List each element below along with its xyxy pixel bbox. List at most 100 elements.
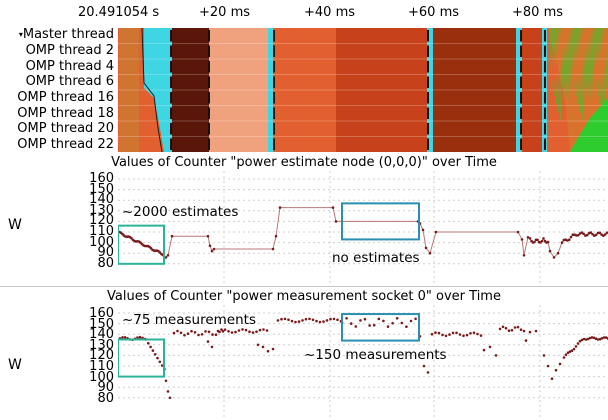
panel2-point	[329, 317, 332, 321]
panel1-point	[516, 230, 520, 234]
panel2-point	[304, 317, 308, 321]
panel1-point	[210, 249, 214, 253]
panel1-point	[522, 254, 526, 257]
panel2-point	[465, 333, 469, 337]
panel1-point	[528, 237, 532, 240]
panel2-point	[400, 321, 404, 325]
panel2-point	[582, 337, 586, 341]
thread-row-master[interactable]: ▾Master thread	[19, 28, 114, 42]
panel2-canvas[interactable]	[118, 305, 608, 420]
timeline-green-stripe	[598, 28, 601, 105]
panel2-point	[588, 336, 592, 340]
panel1-ytick: 130	[89, 202, 114, 218]
thread-row[interactable]: OMP thread 18	[17, 106, 114, 121]
panel2-point	[290, 319, 294, 323]
panel2-point	[451, 331, 455, 335]
thread-row[interactable]: OMP thread 22	[17, 137, 114, 152]
panel1-point	[540, 239, 544, 243]
timeline-event-marker	[208, 138, 210, 150]
timeline-event-marker	[544, 107, 546, 119]
timeline-event-marker	[273, 30, 275, 42]
panel1-point	[421, 228, 425, 232]
panel1-point	[212, 247, 216, 251]
panel2-point	[448, 333, 451, 336]
timeline-event-marker	[520, 61, 522, 73]
panel2-point	[336, 318, 339, 322]
panel1-point	[605, 231, 608, 234]
thread-row[interactable]: OMP thread 16	[17, 90, 114, 105]
panel2-point	[297, 320, 301, 323]
panel2-point	[444, 334, 448, 338]
timeline-sync-strip	[516, 28, 522, 152]
panel-divider	[0, 286, 608, 287]
panel1-highlight-box-left	[118, 224, 165, 265]
timeline-event-marker	[208, 76, 210, 88]
panel2-ylabel: W	[8, 357, 22, 373]
panel2-point	[183, 333, 186, 337]
panel2-point	[186, 332, 190, 335]
panel2-point	[280, 317, 283, 321]
timeline-green-stripe	[593, 28, 597, 89]
thread-row[interactable]: OMP thread 4	[25, 59, 114, 74]
panel1-point	[552, 256, 556, 259]
panel1-plot[interactable]	[118, 171, 608, 283]
panel2-point	[160, 364, 164, 367]
panel2-ytick: 80	[97, 390, 114, 406]
panel2-point	[261, 345, 265, 349]
panel1-canvas[interactable]	[118, 171, 608, 283]
panel2-point	[322, 320, 325, 323]
timeline-sync-strip	[542, 28, 547, 152]
thread-row[interactable]: OMP thread 6	[25, 74, 114, 89]
thread-row[interactable]: OMP thread 20	[17, 121, 114, 136]
panel2-point	[332, 317, 336, 321]
panel2-point	[598, 337, 602, 341]
timeline-event-marker	[520, 45, 522, 57]
timeline-canvas[interactable]	[118, 28, 608, 152]
timeline-green-stripe	[600, 28, 603, 113]
timeline-event-marker	[427, 76, 429, 88]
panel2-point	[604, 336, 608, 339]
timeline-region	[172, 28, 209, 152]
timeline-region	[520, 28, 545, 152]
thread-list: ▾Master thread OMP thread 2 OMP thread 4…	[0, 28, 118, 152]
timeline-event-marker	[544, 61, 546, 73]
timeline-green-stripe	[558, 28, 562, 121]
time-start-label: 20.491054 s	[78, 5, 160, 20]
panel2-point	[507, 329, 511, 332]
panel2-point	[318, 320, 322, 324]
timeline-event-marker	[170, 61, 172, 73]
panel2-plot[interactable]	[118, 305, 608, 420]
panel2-point	[568, 350, 572, 353]
thread-timeline[interactable]	[118, 28, 608, 152]
panel1-point	[520, 238, 524, 241]
timeline-event-marker	[273, 76, 275, 88]
timeline-green-stripe	[569, 28, 573, 121]
panel2-point	[172, 331, 176, 335]
collapse-arrow-icon[interactable]: ▾	[18, 30, 23, 39]
timeline-event-marker	[544, 92, 546, 104]
timeline-event-marker	[170, 107, 172, 119]
panel1-point	[424, 246, 428, 250]
panel2-point	[315, 319, 318, 323]
panel2-point	[276, 319, 280, 322]
panel2-point	[271, 347, 275, 351]
timeline-green-stripe	[567, 28, 570, 113]
timeline-green-stripe	[551, 28, 555, 97]
panel2-point	[426, 371, 430, 374]
panel1-point	[271, 247, 275, 251]
panel2-point	[123, 336, 127, 339]
panel2-point	[574, 345, 578, 348]
panel2-point	[542, 354, 546, 357]
panel1-point	[603, 233, 607, 236]
panel1-ytick: 150	[89, 181, 114, 197]
panel1-point	[536, 238, 539, 242]
panel2-point	[363, 317, 367, 321]
thread-row[interactable]: OMP thread 2	[25, 43, 114, 58]
panel2-point	[458, 333, 462, 336]
panel2-point	[386, 325, 390, 328]
panel1-point	[533, 240, 536, 244]
timeline-event-marker	[427, 138, 429, 150]
panel1-ytick: 100	[89, 234, 114, 250]
panel2-point	[234, 330, 237, 334]
time-tick-40: +40 ms	[304, 5, 356, 20]
